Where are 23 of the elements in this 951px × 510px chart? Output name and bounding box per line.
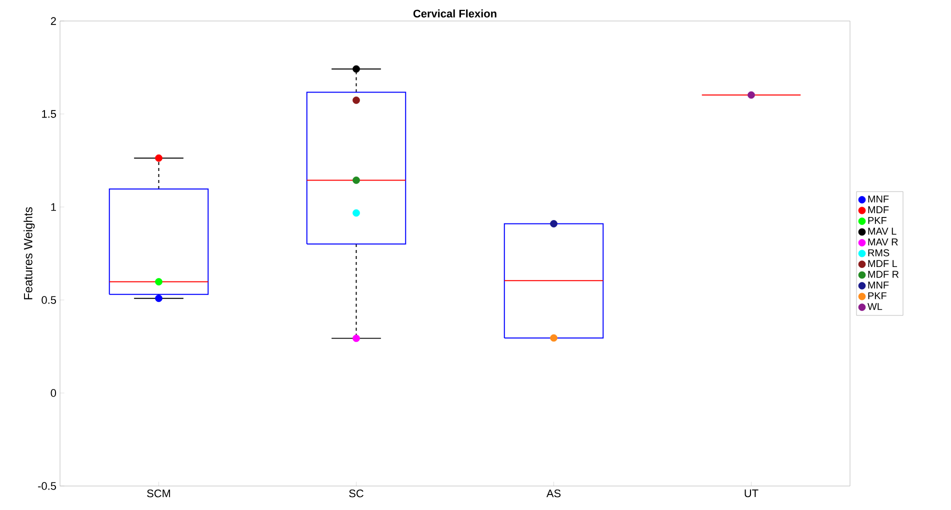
legend-label: PKF [868,217,886,224]
legend-label: MDF [868,206,889,214]
y-tick-label: 0 [50,389,56,397]
y-axis-title: Features Weights [24,207,35,300]
legend-label: MAV L [868,228,896,235]
x-tick-label: AS [546,490,561,498]
legend-label: WL [868,303,882,310]
y-tick-label: 1 [51,203,56,211]
legend-label: PKF [868,292,886,300]
y-tick-label: 2 [50,17,56,25]
legend-label: RMS [868,249,890,256]
legend-label: MDF L [868,260,898,267]
x-tick-label: SCM [147,490,170,498]
legend-label: MNF [868,196,889,202]
legend-label: MNF [868,282,889,288]
legend-label: MDF R [868,270,899,278]
chart-title: Cervical Flexion [413,9,496,18]
y-tick-label: 1.5 [42,110,56,118]
y-tick-label: 0.5 [42,296,56,304]
y-tick-label: -0.5 [38,482,56,490]
x-tick-label: UT [744,490,758,498]
x-tick-label: SC [349,490,364,498]
legend-label: MAV R [868,238,898,246]
